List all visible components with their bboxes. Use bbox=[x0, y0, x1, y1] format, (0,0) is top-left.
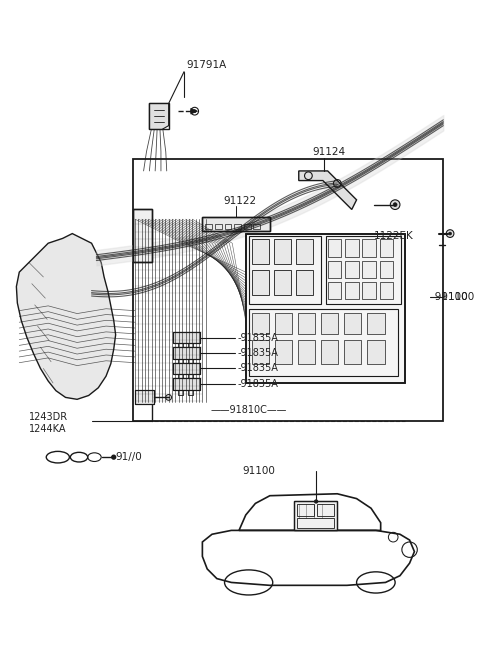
Bar bbox=[173, 332, 201, 344]
Bar bbox=[234, 224, 241, 229]
Text: 91100: 91100 bbox=[243, 466, 276, 476]
Text: -91835A: -91835A bbox=[237, 363, 278, 373]
Text: -91100: -91100 bbox=[432, 292, 468, 302]
Bar bbox=[362, 282, 376, 299]
Bar bbox=[328, 261, 341, 278]
Text: -91835A: -91835A bbox=[237, 348, 278, 358]
Circle shape bbox=[449, 232, 452, 235]
Bar bbox=[296, 270, 313, 295]
Bar bbox=[173, 348, 201, 359]
Bar bbox=[133, 210, 152, 263]
Bar bbox=[178, 359, 183, 364]
Bar bbox=[246, 234, 405, 383]
Bar bbox=[203, 217, 270, 231]
Bar bbox=[178, 374, 183, 379]
Bar bbox=[203, 217, 270, 231]
Bar bbox=[380, 261, 393, 278]
Bar bbox=[173, 363, 201, 374]
Bar bbox=[149, 103, 168, 129]
Bar bbox=[344, 313, 361, 334]
Bar bbox=[173, 348, 201, 359]
Bar bbox=[173, 378, 201, 390]
Bar bbox=[296, 239, 313, 264]
Text: 91791A: 91791A bbox=[186, 60, 226, 70]
Circle shape bbox=[446, 230, 454, 237]
Bar bbox=[253, 224, 260, 229]
Text: -91835A: -91835A bbox=[237, 379, 278, 389]
Bar bbox=[246, 234, 405, 383]
Bar bbox=[252, 270, 269, 295]
Text: 1122EK: 1122EK bbox=[374, 231, 414, 240]
Bar bbox=[294, 501, 337, 530]
Bar bbox=[362, 261, 376, 278]
Text: 1244KA: 1244KA bbox=[29, 424, 66, 434]
Text: 91124: 91124 bbox=[312, 147, 346, 156]
Circle shape bbox=[112, 455, 116, 459]
Bar bbox=[173, 363, 201, 374]
Bar bbox=[244, 224, 251, 229]
Bar bbox=[326, 237, 401, 304]
Bar bbox=[297, 518, 335, 528]
Bar bbox=[178, 344, 183, 348]
Circle shape bbox=[390, 200, 400, 210]
Bar bbox=[345, 282, 359, 299]
Bar bbox=[362, 239, 376, 257]
Bar bbox=[345, 261, 359, 278]
Bar bbox=[225, 224, 231, 229]
Bar bbox=[380, 239, 393, 257]
Bar bbox=[274, 239, 291, 264]
Circle shape bbox=[393, 203, 397, 206]
Bar bbox=[275, 313, 292, 334]
Bar bbox=[298, 340, 315, 364]
Polygon shape bbox=[299, 171, 357, 210]
Bar bbox=[328, 282, 341, 299]
Bar bbox=[133, 160, 444, 422]
Bar bbox=[188, 374, 193, 379]
Bar bbox=[188, 344, 193, 348]
Bar bbox=[249, 237, 321, 304]
Bar bbox=[380, 282, 393, 299]
Bar bbox=[345, 239, 359, 257]
Bar bbox=[344, 340, 361, 364]
Bar bbox=[298, 313, 315, 334]
Text: ——91810C——: ——91810C—— bbox=[210, 405, 287, 415]
Bar bbox=[297, 505, 314, 516]
Bar bbox=[188, 390, 193, 394]
Polygon shape bbox=[191, 108, 198, 114]
Text: 1243DR: 1243DR bbox=[29, 412, 68, 422]
Bar bbox=[215, 224, 222, 229]
Polygon shape bbox=[149, 103, 168, 129]
Bar bbox=[367, 313, 384, 334]
Bar bbox=[321, 313, 338, 334]
Bar bbox=[275, 340, 292, 364]
Bar bbox=[252, 340, 269, 364]
Circle shape bbox=[315, 500, 318, 503]
Bar bbox=[294, 501, 337, 530]
Bar bbox=[133, 210, 152, 263]
Text: 91//0: 91//0 bbox=[116, 452, 143, 462]
Polygon shape bbox=[16, 234, 116, 399]
Bar bbox=[367, 340, 384, 364]
Bar bbox=[173, 332, 201, 344]
Bar bbox=[317, 505, 335, 516]
Bar bbox=[321, 340, 338, 364]
Bar bbox=[252, 239, 269, 264]
Text: 91122: 91122 bbox=[224, 196, 257, 206]
Circle shape bbox=[193, 110, 196, 112]
Circle shape bbox=[166, 394, 171, 400]
Bar bbox=[274, 270, 291, 295]
Bar bbox=[205, 224, 212, 229]
Bar bbox=[249, 309, 398, 376]
Bar bbox=[188, 359, 193, 364]
Text: —91100: —91100 bbox=[432, 292, 475, 302]
Bar bbox=[328, 239, 341, 257]
Bar bbox=[135, 390, 154, 404]
Bar bbox=[252, 313, 269, 334]
Bar bbox=[178, 390, 183, 394]
Text: -91835A: -91835A bbox=[237, 332, 278, 343]
Bar bbox=[173, 378, 201, 390]
Bar bbox=[135, 390, 154, 404]
